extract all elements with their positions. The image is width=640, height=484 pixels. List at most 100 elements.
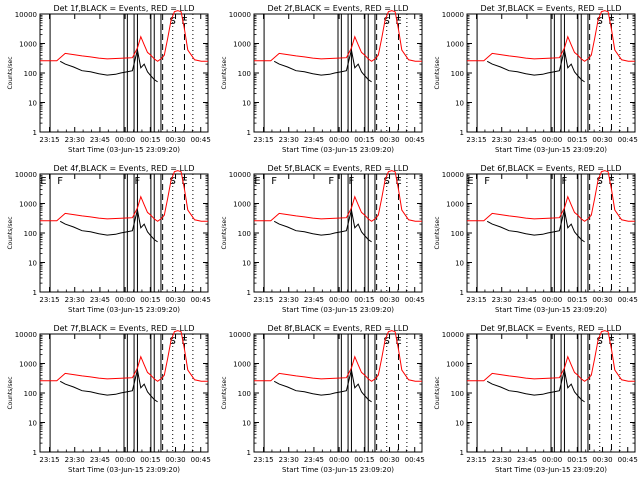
panel-det-4f: Det 4f,BLACK = Events, RED = LLD Counts/s… bbox=[7, 164, 211, 314]
x-tick-label: 00:45 bbox=[618, 456, 638, 464]
y-tick-label: 10000 bbox=[229, 171, 251, 179]
y-tick-label: 10000 bbox=[442, 11, 464, 19]
y-tick-label: 1000 bbox=[446, 41, 464, 49]
x-axis-label: Start Time (03-Jun-15 23:09:20) bbox=[68, 146, 180, 154]
marker-letter-e: E bbox=[395, 16, 401, 27]
marker-letter-e: E bbox=[395, 336, 401, 347]
marker-letter-e: E bbox=[181, 16, 187, 27]
marker-letter-s: S bbox=[384, 16, 390, 27]
y-tick-label: 1 bbox=[247, 129, 251, 137]
x-tick-label: 00:30 bbox=[379, 456, 399, 464]
y-tick-label: 100 bbox=[451, 70, 464, 78]
x-tick-label: 00:15 bbox=[354, 296, 374, 304]
y-axis-label: Counts/sec bbox=[7, 216, 14, 249]
y-tick-label: 100 bbox=[24, 230, 37, 238]
x-tick-label: 00:00 bbox=[115, 136, 135, 144]
panel-title: Det 5f,BLACK = Events, RED = LLD bbox=[267, 164, 408, 173]
x-tick-label: 00:30 bbox=[379, 136, 399, 144]
x-tick-label: 00:15 bbox=[140, 456, 160, 464]
marker-letter-s: S bbox=[170, 176, 176, 187]
y-tick-label: 10 bbox=[242, 260, 251, 268]
panel-title: Det 7f,BLACK = Events, RED = LLD bbox=[53, 324, 194, 333]
y-tick-label: 10 bbox=[455, 100, 464, 108]
y-tick-label: 100 bbox=[451, 390, 464, 398]
y-tick-label: 10000 bbox=[15, 171, 37, 179]
x-tick-label: 00:45 bbox=[405, 456, 425, 464]
y-tick-label: 10 bbox=[28, 100, 37, 108]
x-tick-label: 23:30 bbox=[492, 296, 512, 304]
y-tick-label: 100 bbox=[451, 230, 464, 238]
y-tick-label: 1 bbox=[33, 129, 37, 137]
x-tick-label: 00:00 bbox=[115, 296, 135, 304]
panel-title: Det 3f,BLACK = Events, RED = LLD bbox=[480, 4, 621, 13]
series-red-lld-line bbox=[467, 10, 635, 62]
y-tick-label: 10000 bbox=[15, 331, 37, 339]
x-tick-label: 23:15 bbox=[253, 136, 273, 144]
marker-letter-s: S bbox=[384, 176, 390, 187]
panel-det-5f: Det 5f,BLACK = Events, RED = LLD Counts/s… bbox=[221, 164, 425, 314]
panel-det-7f: Det 7f,BLACK = Events, RED = LLD Counts/s… bbox=[7, 324, 211, 474]
y-tick-label: 10 bbox=[455, 420, 464, 428]
x-tick-label: 00:30 bbox=[165, 296, 185, 304]
panel-title: Det 6f,BLACK = Events, RED = LLD bbox=[480, 164, 621, 173]
x-tick-label: 00:00 bbox=[542, 296, 562, 304]
y-tick-label: 10 bbox=[242, 420, 251, 428]
series-black-events-line bbox=[273, 209, 372, 243]
marker-letter-s: S bbox=[597, 16, 603, 27]
x-axis-label: Start Time (03-Jun-15 23:09:20) bbox=[282, 306, 394, 314]
y-tick-label: 100 bbox=[238, 70, 251, 78]
series-red-lld-line bbox=[40, 330, 208, 382]
marker-letter-e: E bbox=[40, 176, 46, 187]
x-tick-label: 23:30 bbox=[492, 456, 512, 464]
x-tick-label: 00:15 bbox=[140, 296, 160, 304]
x-tick-label: 23:15 bbox=[253, 296, 273, 304]
x-tick-label: 23:45 bbox=[304, 136, 324, 144]
y-tick-label: 1000 bbox=[19, 361, 37, 369]
x-tick-label: 00:30 bbox=[592, 296, 612, 304]
y-tick-label: 10 bbox=[28, 260, 37, 268]
series-red-lld-line bbox=[40, 170, 208, 222]
x-tick-label: 00:15 bbox=[140, 136, 160, 144]
x-tick-label: 23:15 bbox=[466, 136, 486, 144]
x-tick-label: 23:30 bbox=[279, 296, 299, 304]
x-tick-label: 00:15 bbox=[567, 456, 587, 464]
x-tick-label: 23:15 bbox=[466, 456, 486, 464]
x-tick-label: 23:15 bbox=[253, 456, 273, 464]
y-tick-label: 1000 bbox=[446, 201, 464, 209]
panel-det-9f: Det 9f,BLACK = Events, RED = LLD Counts/s… bbox=[434, 324, 638, 474]
x-tick-label: 23:45 bbox=[517, 296, 537, 304]
x-tick-label: 00:00 bbox=[542, 456, 562, 464]
panel-title: Det 4f,BLACK = Events, RED = LLD bbox=[53, 164, 194, 173]
y-tick-label: 10000 bbox=[229, 331, 251, 339]
panel-det-3f: Det 3f,BLACK = Events, RED = LLD Counts/s… bbox=[434, 4, 638, 154]
x-axis-label: Start Time (03-Jun-15 23:09:20) bbox=[495, 466, 607, 474]
panel-title: Det 2f,BLACK = Events, RED = LLD bbox=[267, 4, 408, 13]
y-tick-label: 100 bbox=[24, 390, 37, 398]
x-axis-label: Start Time (03-Jun-15 23:09:20) bbox=[282, 466, 394, 474]
x-tick-label: 23:30 bbox=[492, 136, 512, 144]
marker-letter-s: S bbox=[597, 336, 603, 347]
y-tick-label: 10000 bbox=[229, 11, 251, 19]
y-axis-label: Counts/sec bbox=[221, 216, 228, 249]
y-tick-label: 1000 bbox=[233, 41, 251, 49]
x-tick-label: 23:30 bbox=[279, 456, 299, 464]
x-tick-label: 23:30 bbox=[279, 136, 299, 144]
x-tick-label: 00:45 bbox=[191, 296, 211, 304]
x-tick-label: 00:30 bbox=[592, 136, 612, 144]
x-tick-label: 00:30 bbox=[165, 456, 185, 464]
series-red-lld-line bbox=[40, 10, 208, 62]
x-tick-label: 00:00 bbox=[329, 136, 349, 144]
y-tick-label: 100 bbox=[24, 70, 37, 78]
y-tick-label: 1 bbox=[247, 449, 251, 457]
x-tick-label: 00:15 bbox=[354, 456, 374, 464]
y-tick-label: 1 bbox=[247, 289, 251, 297]
marker-letter-s: S bbox=[170, 16, 176, 27]
series-red-lld-line bbox=[467, 170, 635, 222]
marker-letter-e: E bbox=[181, 176, 187, 187]
y-tick-label: 10000 bbox=[15, 11, 37, 19]
x-tick-label: 00:45 bbox=[405, 136, 425, 144]
y-tick-label: 1000 bbox=[19, 201, 37, 209]
series-black-events-line bbox=[486, 369, 585, 403]
x-tick-label: 00:45 bbox=[618, 296, 638, 304]
